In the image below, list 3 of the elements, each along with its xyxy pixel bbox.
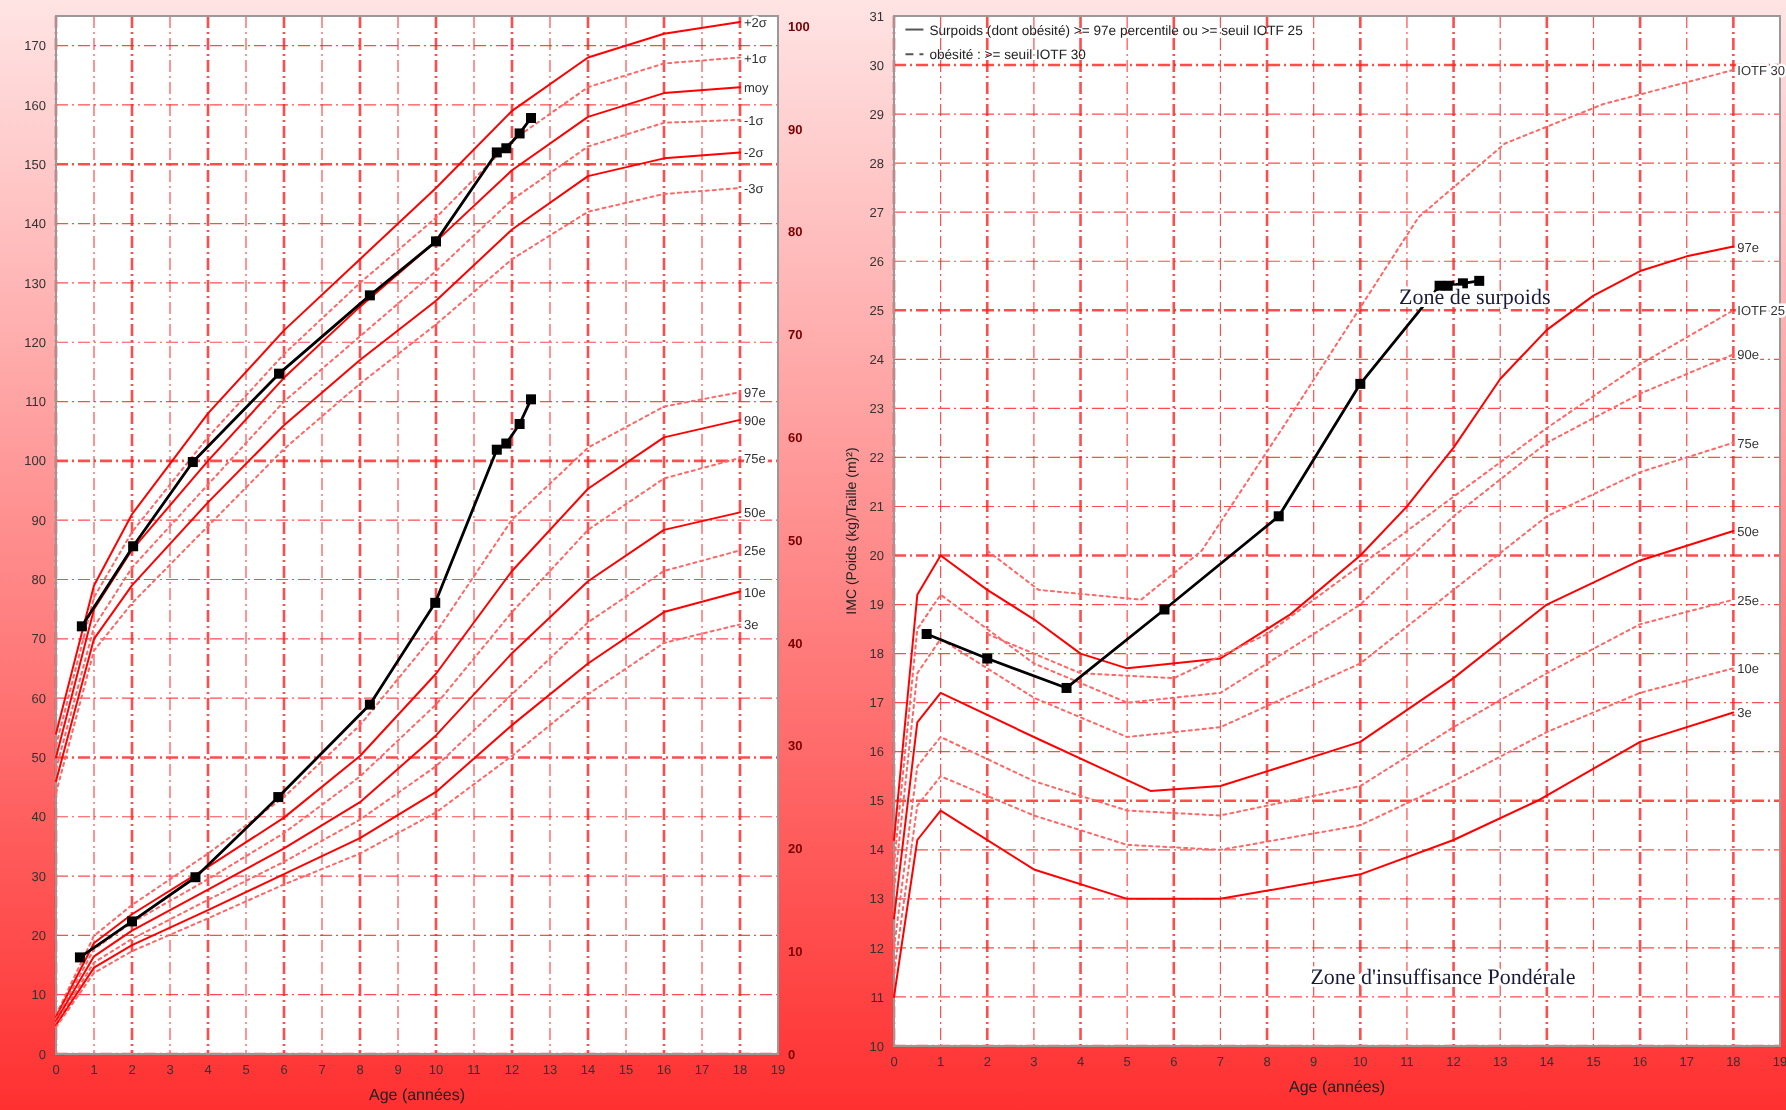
annotation: Zone d'insuffisance Pondérale — [1310, 966, 1576, 991]
x-axis-title: Age (années) — [1288, 1078, 1386, 1096]
x-axis-title: Age (années) — [368, 1086, 466, 1104]
